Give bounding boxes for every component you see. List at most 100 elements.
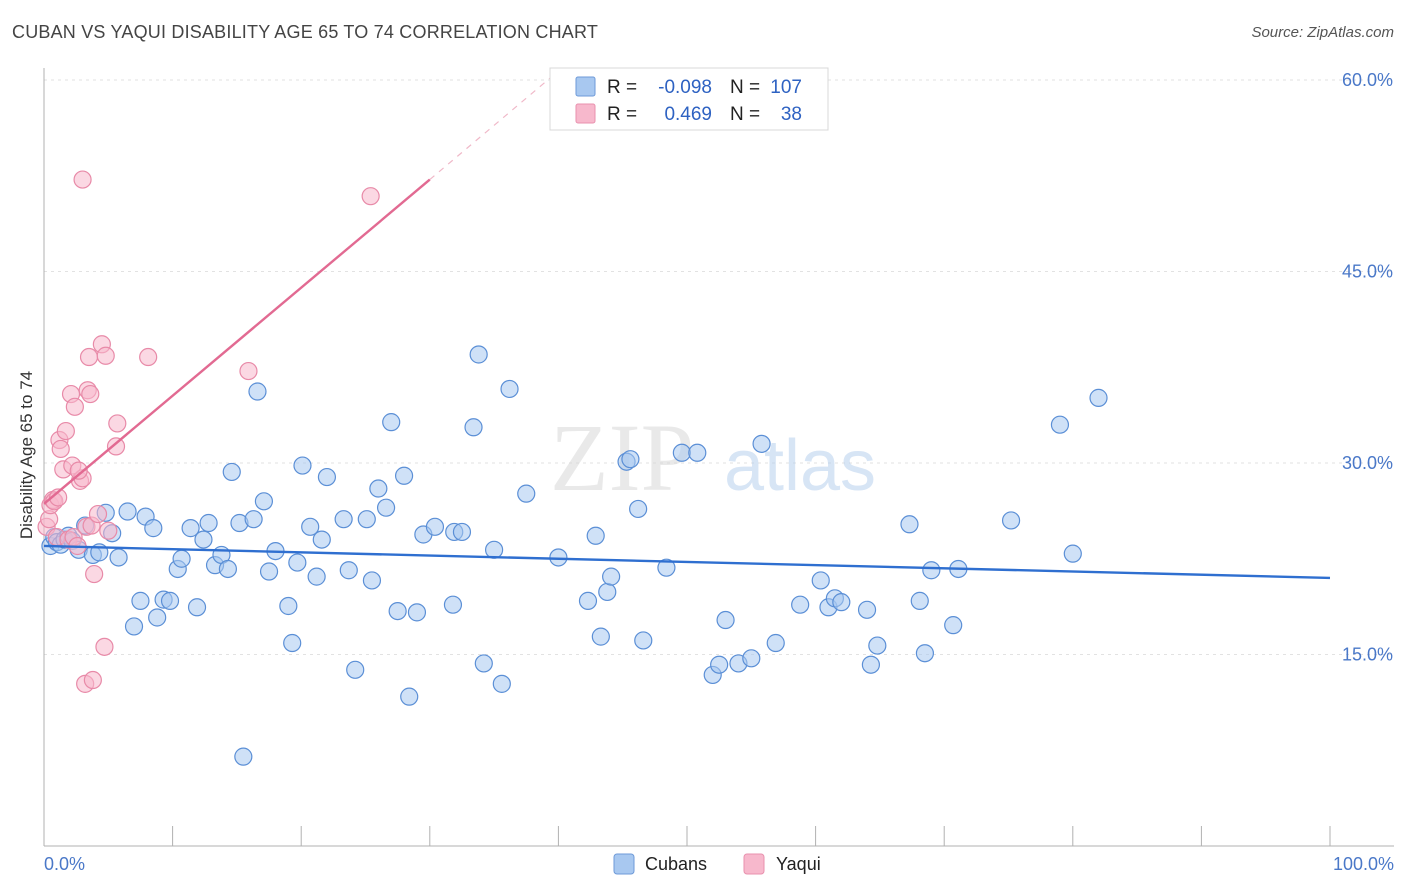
point-cubans [485,540,504,559]
bottom-legend-label-cubans: Cubans [645,854,707,874]
point-cubans [376,498,396,517]
y-tick-label-45: 45.0% [1342,262,1393,282]
point-cubans [1050,415,1070,434]
point-yaqui [95,637,114,656]
point-yaqui [81,384,100,404]
bottom-legend-label-yaqui: Yaqui [776,854,821,874]
point-cubans [334,510,353,529]
point-cubans [716,610,735,630]
point-cubans [194,530,213,549]
point-cubans [109,548,128,567]
point-cubans [868,636,887,655]
point-cubans [144,519,163,538]
bottom-legend-swatch-yaqui [743,853,765,875]
point-cubans [172,549,191,568]
point-cubans [464,418,483,437]
point-cubans [500,379,519,399]
point-cubans [279,596,298,616]
trend-lines [43,70,1331,580]
point-cubans [742,649,761,668]
point-cubans [346,660,365,679]
legend-n-label-yaqui: N = [730,104,760,125]
point-cubans [910,591,929,610]
x-tick-label-max: 100.0% [1333,854,1394,874]
watermark-atlas: atlas [724,426,876,506]
point-cubans [362,571,382,590]
x-tick-label-min: 0.0% [44,854,85,874]
point-cubans [517,484,536,503]
point-cubans [400,687,419,706]
legend-swatch-cubans [575,76,596,97]
point-cubans [474,654,493,673]
point-cubans [218,559,237,579]
point-cubans [861,655,880,674]
point-cubans [591,627,610,646]
legend-r-label-cubans: R = [607,77,637,98]
point-cubans [602,567,621,586]
point-yaqui [73,170,92,189]
y-axis-label: Disability Age 65 to 74 [17,371,36,539]
point-yaqui [49,488,68,507]
point-cubans [586,526,605,545]
point-yaqui [51,439,70,459]
point-yaqui [96,346,115,365]
point-cubans [369,479,388,498]
point-cubans [131,591,150,610]
bottom-legend-swatch-cubans [613,853,635,875]
point-cubans [148,608,167,627]
point-cubans [672,443,691,462]
point-cubans [1001,511,1021,530]
point-yaqui [65,397,84,416]
point-yaqui [361,187,380,206]
point-cubans [254,492,274,511]
legend-swatch-yaqui [575,103,596,124]
point-cubans [857,600,877,619]
point-cubans [710,655,729,674]
point-cubans [766,633,785,653]
series-yaqui-points [37,170,380,693]
point-cubans [752,434,771,453]
point-cubans [388,601,407,621]
source-label: Source: ZipAtlas.com [1251,24,1394,41]
legend-n-value-yaqui: 38 [781,104,802,125]
point-cubans [222,462,241,482]
point-cubans [199,513,218,533]
point-yaqui [85,564,104,584]
point-cubans [944,616,963,635]
point-cubans [443,595,463,614]
point-cubans [1089,388,1108,407]
legend-r-value-yaqui: 0.469 [664,104,712,125]
legend-box [549,67,829,131]
point-cubans [259,562,279,581]
legend-n-label-cubans: N = [730,77,760,98]
point-cubans [621,450,640,469]
point-cubans [118,502,137,521]
correlation-legend: R = -0.098 N = 107 R = 0.469 N = 38 [549,67,829,131]
point-cubans [124,617,144,636]
point-cubans [288,553,307,572]
trend-extension-yaqui [429,70,559,181]
point-yaqui [83,670,102,690]
point-cubans [657,558,676,577]
point-yaqui [56,421,75,441]
point-cubans [181,519,200,538]
point-cubans [915,644,935,663]
y-tick-labels: 15.0% 30.0% 45.0% 60.0% [1342,70,1393,665]
point-cubans [283,633,302,653]
trend-line-yaqui [43,178,431,505]
point-cubans [900,515,919,534]
legend-r-label-yaqui: R = [607,104,637,125]
point-yaqui [88,504,108,524]
legend-n-value-cubans: 107 [770,77,802,98]
point-cubans [598,582,617,602]
point-cubans [357,510,376,529]
point-cubans [425,517,445,536]
point-cubans [382,413,401,432]
point-cubans [469,345,488,364]
point-cubans [187,598,207,617]
point-cubans [339,561,358,580]
point-yaqui [69,461,88,480]
point-cubans [492,674,511,693]
point-cubans [312,530,331,549]
